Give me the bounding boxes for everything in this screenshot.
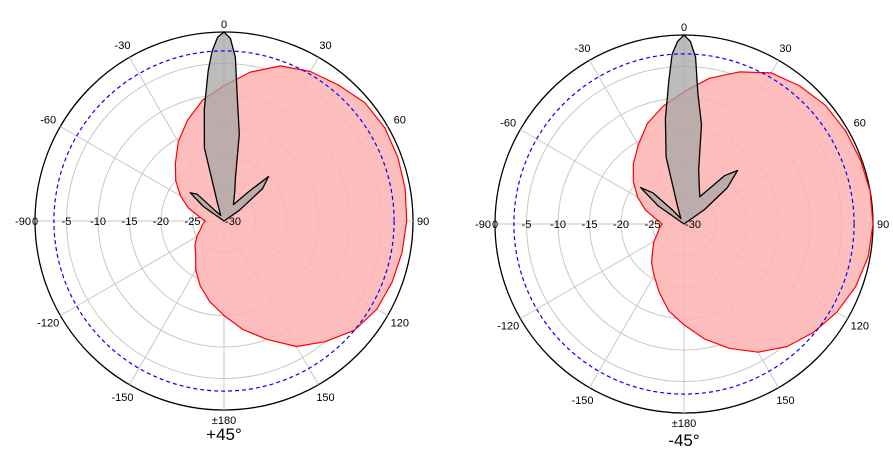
radial-label-0: 0 [32,216,38,228]
angle-label-30: 30 [319,40,331,52]
radial-label-m25: -25 [645,219,661,231]
angle-label-0: 0 [221,19,227,31]
radial-label-m10: -10 [90,216,106,228]
angle-label-m90: -90 [15,216,31,228]
chart-caption: +45° [206,425,242,444]
angle-label-m30: -30 [575,43,591,55]
chart-caption: -45° [668,431,699,450]
angle-label-m120: -120 [497,321,519,333]
angle-label-m90: -90 [475,219,491,231]
radial-label-m30: -30 [225,216,241,228]
radial-label-m20: -20 [153,216,169,228]
angle-label-m60: -60 [40,115,56,127]
angle-label-90: 90 [877,219,889,231]
radial-label-m15: -15 [582,219,598,231]
angle-label-m30: -30 [115,40,131,52]
reference-circle [53,50,395,392]
radial-label-m5: -5 [62,216,72,228]
radial-label-m30: -30 [685,219,701,231]
angle-label-m150: -150 [571,395,593,407]
angle-label-60: 60 [394,115,406,127]
cross-polar-pattern [189,31,270,222]
reference-circle [513,53,855,395]
angle-label-30: 30 [779,43,791,55]
radial-label-0: 0 [492,219,498,231]
angle-label-0: 0 [681,22,687,34]
angle-label-120: 120 [391,318,409,330]
radial-label-m25: -25 [185,216,201,228]
angle-label-m60: -60 [500,118,516,130]
angle-label-pm180: ±180 [672,418,696,430]
angle-label-150: 150 [776,395,794,407]
radial-label-m5: -5 [522,219,532,231]
polar-chart-minus-45: 0 30 60 90 120 150 ±180 -150 -120 -90 -60 -30 0 -5 -10… [475,22,889,450]
angle-label-60: 60 [854,118,866,130]
angle-label-pm180: ±180 [212,415,236,427]
angle-label-120: 120 [851,321,869,333]
angle-label-150: 150 [316,392,334,404]
radial-label-m10: -10 [550,219,566,231]
cross-polar-pattern [639,34,739,225]
polar-chart-plus-45: 0 30 60 90 120 150 ±180 -150 -120 -90 -60 -30 0 -5 -10… [15,19,429,444]
angle-label-90: 90 [417,216,429,228]
angle-label-m120: -120 [37,318,59,330]
radial-label-m15: -15 [122,216,138,228]
angle-label-m150: -150 [111,392,133,404]
radial-label-m20: -20 [613,219,629,231]
